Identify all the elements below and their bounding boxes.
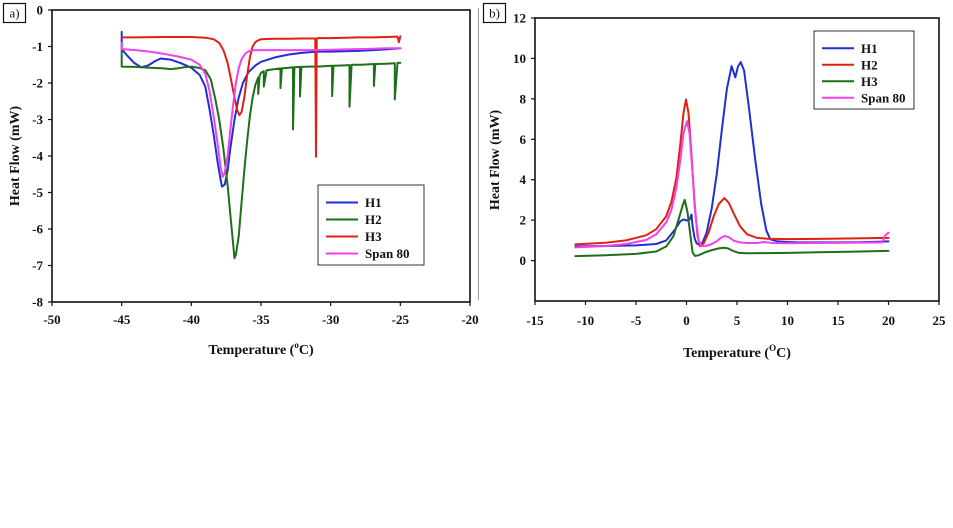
- y-tick-label: 12: [513, 11, 526, 26]
- chart-a: a) 0 -1 -2 -3 -4 -5 -6 -7 -8-50 -45 -40 -35 -30 -25 -2…: [2, 2, 479, 358]
- x-tick-label: -50: [43, 312, 60, 327]
- y-tick-label: -8: [32, 295, 43, 310]
- chart-a-xlabel-main: Temperature (: [208, 343, 294, 358]
- y-tick-label: 2: [520, 213, 527, 228]
- y-tick-label: 10: [513, 51, 526, 66]
- x-tick-label: -25: [392, 312, 410, 327]
- x-tick-label: 25: [933, 313, 947, 328]
- x-tick-label: 10: [781, 313, 794, 328]
- chart-b-xlabel-end: C): [776, 346, 791, 361]
- x-tick-label: -35: [252, 312, 270, 327]
- series-line-h1: [574, 61, 890, 248]
- chart-a-ylabel: Heat Flow (mW): [8, 106, 23, 207]
- x-tick-label: -45: [113, 312, 131, 327]
- x-tick-label: 15: [832, 313, 846, 328]
- y-tick-label: 4: [520, 172, 527, 187]
- x-tick-label: -5: [631, 313, 642, 328]
- chart-b-plot: [574, 61, 890, 258]
- chart-b-ylabel: Heat Flow (mW): [488, 110, 503, 211]
- series-line-h2: [574, 98, 890, 247]
- legend-label: H3: [365, 229, 382, 244]
- chart-a-plot: [120, 30, 402, 260]
- x-tick-label: 20: [882, 313, 895, 328]
- y-tick-label: 0: [37, 3, 44, 18]
- series-line-span-80: [120, 41, 402, 178]
- chart-a-legend: H1 H2 H3 Span 80: [317, 184, 425, 266]
- panel-label-box-b: [482, 2, 507, 24]
- y-tick-label: -4: [32, 149, 43, 164]
- legend-label: Span 80: [861, 90, 905, 105]
- y-tick-label: -3: [32, 112, 43, 127]
- chart-a-axes: 0 -1 -2 -3 -4 -5 -6 -7 -8-50 -45 -40 -35 -30 -25 -20: [32, 3, 479, 328]
- legend-label: H2: [861, 57, 878, 72]
- y-tick-label: 8: [520, 91, 527, 106]
- legend-label: Span 80: [365, 246, 409, 261]
- y-tick-label: -6: [32, 222, 43, 237]
- series-line-h1: [120, 30, 402, 188]
- legend-label: H1: [861, 41, 878, 56]
- x-tick-label: -15: [526, 313, 544, 328]
- chart-b-xlabel-sup: O: [769, 343, 776, 353]
- panel-label-box-a: [2, 2, 27, 24]
- legend-label: H2: [365, 212, 382, 227]
- x-tick-label: -20: [461, 312, 478, 327]
- y-tick-label: -5: [32, 185, 43, 200]
- x-tick-label: -10: [577, 313, 594, 328]
- y-tick-label: -1: [32, 39, 43, 54]
- x-tick-label: 5: [734, 313, 741, 328]
- legend-label: H1: [365, 195, 382, 210]
- chart-a-xlabel-end: C): [299, 343, 314, 358]
- y-tick-label: -7: [32, 258, 43, 273]
- y-tick-label: -2: [32, 76, 43, 91]
- x-tick-label: 0: [683, 313, 690, 328]
- series-line-h2: [120, 49, 402, 260]
- chart-a-xlabel-sup: o: [294, 340, 299, 350]
- x-tick-label: -40: [183, 312, 200, 327]
- legend-label: H3: [861, 74, 878, 89]
- chart-b-xlabel: Temperature (OC): [683, 343, 791, 361]
- legend-box: [317, 184, 425, 266]
- legend-box: [813, 30, 915, 110]
- x-tick-label: -30: [322, 312, 339, 327]
- panel-label-b: b): [489, 6, 500, 21]
- panel-label-a: a): [9, 6, 19, 21]
- chart-b-axes: 0 2 4 6 8 10 12 -15 -10 -5 0 5 10 15 20 25: [513, 11, 946, 329]
- chart-b-xlabel-main: Temperature (: [683, 346, 769, 361]
- chart-a-xlabel: Temperature (oC): [208, 340, 314, 358]
- series-line-h3: [574, 198, 890, 258]
- y-tick-label: 6: [520, 132, 527, 147]
- series-line-h3: [120, 35, 402, 158]
- series-line-span-80: [574, 120, 890, 249]
- y-tick-label: 0: [520, 253, 527, 268]
